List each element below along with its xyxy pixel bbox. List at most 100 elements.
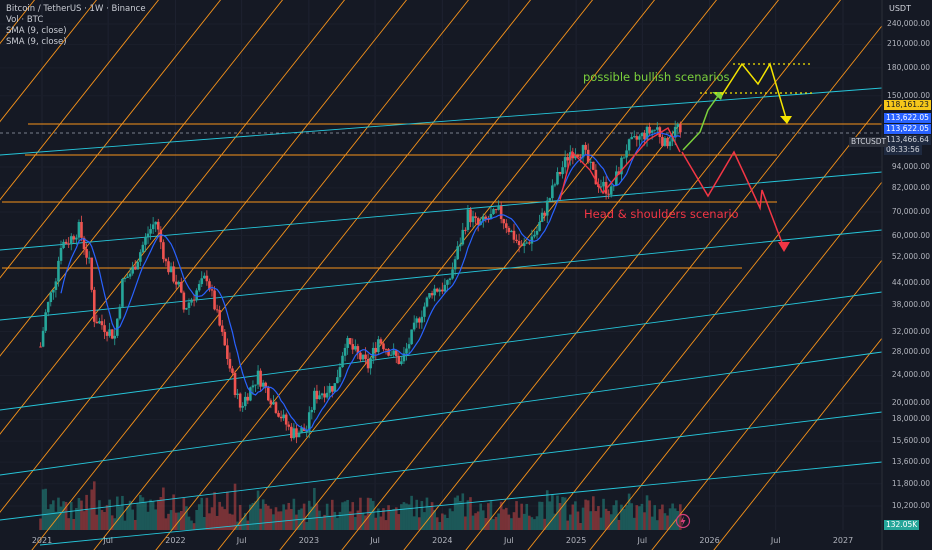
- candle-body: [620, 157, 623, 175]
- orange-channel-line: [0, 0, 222, 279]
- volume-bar: [348, 511, 352, 530]
- bullish-projection-line: [682, 95, 719, 151]
- volume-bar: [313, 487, 316, 530]
- candle-body: [287, 424, 291, 427]
- volume-bar: [512, 512, 516, 530]
- y-tick-label: 60,000.00: [891, 230, 930, 240]
- volume-bar: [174, 512, 178, 530]
- candle-body: [625, 150, 628, 158]
- volume-bar: [274, 507, 278, 530]
- volume-bar: [333, 511, 337, 530]
- volume-bars: [39, 481, 682, 530]
- volume-bar: [330, 499, 334, 530]
- volume-bar: [259, 508, 262, 530]
- volume-bar: [589, 511, 593, 530]
- volume-bar: [110, 515, 114, 530]
- y-tick-label: 15,600.00: [891, 436, 930, 446]
- volume-bar: [476, 511, 480, 530]
- currency-label[interactable]: USDT: [889, 4, 911, 13]
- volume-bar: [497, 513, 500, 530]
- volume-bar: [264, 503, 268, 530]
- candle-body: [433, 288, 436, 296]
- candle-body: [57, 260, 60, 282]
- volume-bar: [149, 499, 152, 530]
- candle-body: [113, 335, 117, 339]
- x-tick-label: 2026: [699, 536, 720, 545]
- volume-bar: [197, 504, 201, 530]
- candle-body: [384, 349, 388, 351]
- candle-body: [128, 273, 132, 277]
- volume-bar: [522, 513, 526, 530]
- orange-channel-line: [651, 196, 932, 550]
- candle-body: [563, 157, 567, 168]
- volume-bar: [392, 508, 395, 530]
- candle-body: [284, 414, 288, 425]
- volume-bar: [277, 511, 280, 530]
- candle-body: [640, 132, 644, 137]
- lightning-icon[interactable]: [675, 513, 691, 529]
- candle-body: [205, 275, 209, 282]
- volume-bar: [415, 499, 419, 530]
- x-tick-label: Jul: [770, 536, 781, 545]
- volume-bar: [645, 495, 649, 530]
- candle-body: [141, 244, 145, 253]
- candle-body: [264, 382, 268, 388]
- candle-body: [177, 281, 181, 285]
- volume-bar: [579, 523, 582, 530]
- volume-bar: [254, 501, 257, 530]
- chart-legend[interactable]: Bitcoin / TetherUS · 1W · Binance Vol · …: [6, 4, 146, 48]
- candle-body: [599, 186, 603, 188]
- candle-body: [300, 427, 303, 433]
- candle-body: [502, 219, 506, 224]
- volume-bar: [361, 512, 365, 530]
- bullish-arrow-head: [712, 92, 724, 100]
- candle-body: [400, 361, 403, 364]
- candle-body: [336, 377, 339, 384]
- candle-body: [167, 261, 170, 273]
- volume-bar: [471, 515, 475, 530]
- y-tick-label: 52,000.00: [891, 252, 930, 262]
- volume-bar: [307, 500, 311, 530]
- candle-body: [448, 278, 452, 281]
- orange-channel-line: [403, 0, 842, 550]
- volume-bar: [246, 520, 250, 530]
- volume-bar: [563, 497, 567, 530]
- candle-body: [192, 299, 196, 301]
- y-tick-label: 94,000.00: [891, 162, 930, 172]
- volume-bar: [179, 511, 183, 530]
- candle-body: [274, 402, 278, 413]
- volume-bar: [397, 514, 401, 530]
- candle-body: [661, 136, 664, 146]
- candle-body: [464, 229, 467, 231]
- candle-body: [246, 396, 250, 401]
- candle-body: [538, 221, 541, 231]
- candle-body: [44, 312, 47, 331]
- candle-body: [510, 230, 513, 233]
- volume-bar: [625, 505, 628, 530]
- volume-bar: [295, 514, 298, 530]
- teal-channel-line: [0, 411, 883, 521]
- orange-channel-line: [527, 40, 932, 550]
- orange-channel-line: [93, 0, 532, 550]
- candle-body: [548, 198, 552, 201]
- volume-bar: [172, 494, 175, 530]
- candle-body: [159, 229, 163, 243]
- volume-bar: [154, 509, 157, 530]
- candle-body: [428, 293, 431, 298]
- volume-bar: [484, 518, 488, 530]
- volume-bar: [215, 515, 219, 530]
- volume-bar: [320, 517, 324, 530]
- volume-bar: [584, 499, 587, 530]
- volume-bar: [540, 501, 544, 530]
- candle-body: [98, 321, 101, 324]
- volume-bar: [141, 497, 145, 530]
- volume-bar: [371, 500, 375, 530]
- candle-body: [243, 396, 247, 407]
- y-tick-label: 10,200.00: [891, 501, 930, 510]
- candle-body: [653, 129, 657, 131]
- volume-bar: [121, 495, 124, 530]
- candle-body: [561, 167, 564, 175]
- volume-bar: [627, 493, 631, 530]
- candle-body: [566, 157, 570, 161]
